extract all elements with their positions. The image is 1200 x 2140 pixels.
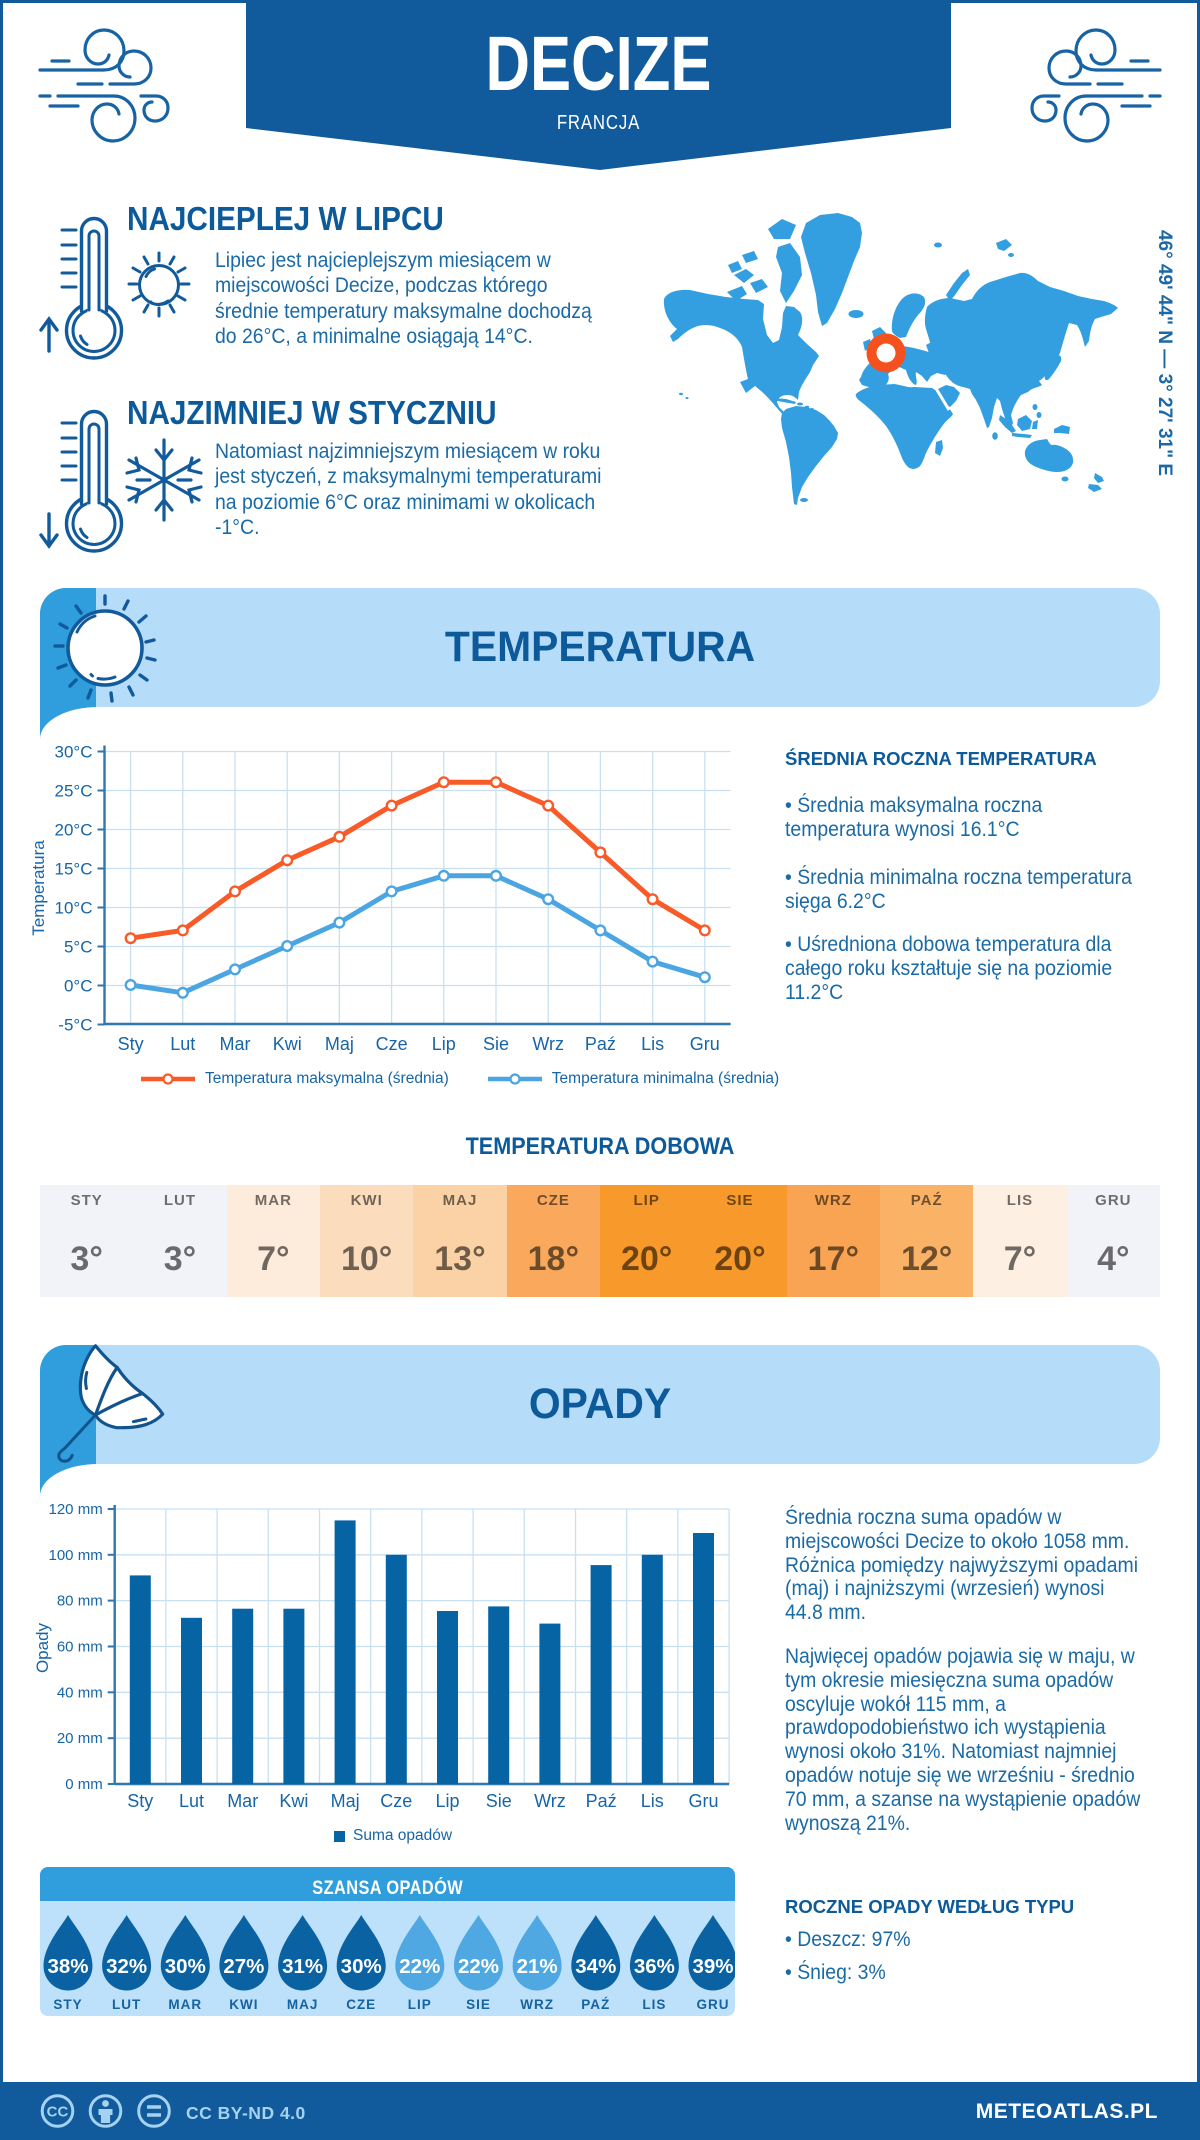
svg-text:10°C: 10°C [55,899,93,918]
svg-text:20°C: 20°C [55,821,93,840]
svg-text:Lut: Lut [179,1791,204,1811]
svg-text:Maj: Maj [331,1791,360,1811]
svg-text:CC: CC [47,2104,69,2121]
svg-text:Temperatura: Temperatura [30,840,48,936]
svg-text:Sie: Sie [486,1791,512,1811]
svg-text:Paź: Paź [586,1791,617,1811]
svg-text:20 mm: 20 mm [57,1730,103,1747]
svg-text:5°C: 5°C [64,938,93,957]
svg-text:Gru: Gru [688,1791,718,1811]
svg-text:Lis: Lis [641,1791,664,1811]
svg-text:30°C: 30°C [55,743,93,762]
svg-text:60 mm: 60 mm [57,1639,103,1656]
svg-text:Cze: Cze [376,1034,408,1054]
svg-text:Cze: Cze [380,1791,412,1811]
svg-text:25°C: 25°C [55,782,93,801]
svg-text:Mar: Mar [220,1034,251,1054]
svg-text:Opady: Opady [33,1622,52,1673]
svg-text:80 mm: 80 mm [57,1593,103,1610]
svg-text:Kwi: Kwi [273,1034,302,1054]
svg-text:Lip: Lip [435,1791,459,1811]
svg-text:Lip: Lip [432,1034,456,1054]
svg-text:Paź: Paź [585,1034,616,1054]
svg-text:0 mm: 0 mm [65,1776,103,1793]
svg-text:Lut: Lut [170,1034,195,1054]
svg-text:0°C: 0°C [64,977,93,996]
svg-text:40 mm: 40 mm [57,1684,103,1701]
svg-text:Mar: Mar [227,1791,258,1811]
svg-text:Maj: Maj [325,1034,354,1054]
svg-text:Gru: Gru [690,1034,720,1054]
svg-text:15°C: 15°C [55,860,93,879]
svg-text:Kwi: Kwi [279,1791,308,1811]
svg-text:Lis: Lis [641,1034,664,1054]
svg-text:100 mm: 100 mm [49,1547,103,1564]
svg-text:Sie: Sie [483,1034,509,1054]
svg-text:120 mm: 120 mm [49,1501,103,1518]
svg-text:Wrz: Wrz [532,1034,564,1054]
svg-text:Sty: Sty [127,1791,153,1811]
svg-text:Sty: Sty [118,1034,144,1054]
svg-text:Wrz: Wrz [534,1791,566,1811]
svg-text:-5°C: -5°C [58,1016,92,1035]
